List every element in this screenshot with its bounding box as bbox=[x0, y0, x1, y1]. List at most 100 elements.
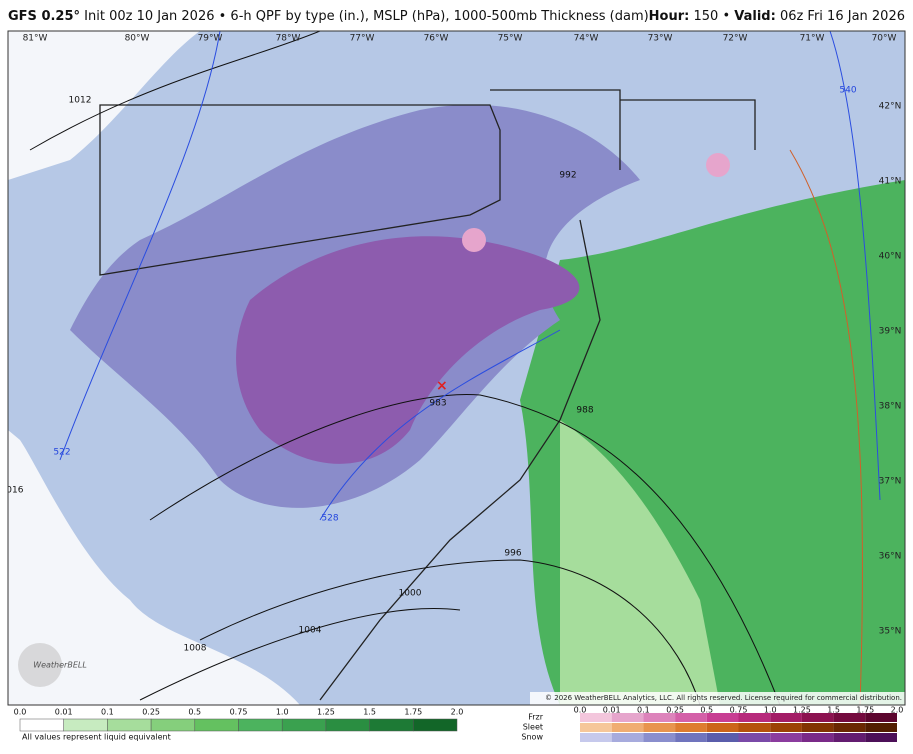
rain-swatch bbox=[238, 718, 283, 732]
ptype-swatch bbox=[801, 723, 834, 732]
ptype-swatch bbox=[833, 733, 866, 742]
model: GFS 0.25° bbox=[8, 9, 80, 24]
valid-label: Valid: bbox=[734, 9, 776, 24]
rain-swatch bbox=[63, 718, 108, 732]
ptype-swatch bbox=[643, 733, 676, 742]
rain-scale-label: 0.25 bbox=[142, 708, 160, 717]
longitude-label: 77°W bbox=[350, 34, 375, 44]
ptype-swatch bbox=[643, 723, 676, 732]
rain-scale-label: 1.5 bbox=[363, 708, 376, 717]
hour: 150 bbox=[693, 9, 718, 24]
rain-swatch bbox=[150, 718, 196, 732]
ptype-swatch bbox=[580, 733, 612, 742]
longitude-label: 71°W bbox=[800, 34, 825, 44]
isobar-label: 1008 bbox=[184, 644, 207, 654]
latitude-label: 41°N bbox=[879, 177, 902, 187]
ptype-scale-label: 1.0 bbox=[764, 706, 777, 715]
rain-swatch bbox=[281, 718, 327, 732]
ptype-swatch bbox=[706, 713, 739, 722]
valid: 06z Fri 16 Jan 2026 bbox=[780, 9, 905, 24]
ptype-swatch bbox=[611, 713, 644, 722]
subtitle: Init 00z 10 Jan 2026 • 6-h QPF by type (… bbox=[84, 9, 649, 24]
mixed-precip bbox=[706, 153, 730, 177]
ptype-swatch bbox=[675, 723, 707, 732]
header-title: GFS 0.25° Init 00z 10 Jan 2026 • 6-h QPF… bbox=[8, 9, 649, 24]
ptype-swatch bbox=[675, 713, 707, 722]
isobar-label: 1004 bbox=[299, 626, 322, 636]
rain-scale-label: 0.5 bbox=[188, 708, 201, 717]
ptype-label: Snow bbox=[521, 733, 543, 742]
rain-scale-label: 1.0 bbox=[276, 708, 289, 717]
ptype-swatch bbox=[833, 713, 866, 722]
rain-swatch bbox=[369, 718, 414, 732]
snow-heavy bbox=[236, 236, 580, 464]
hour-label: Hour: bbox=[649, 9, 690, 24]
ptype-swatch bbox=[770, 723, 802, 732]
ptype-scale-label: 1.25 bbox=[793, 706, 811, 715]
ptype-swatch bbox=[706, 733, 739, 742]
ptype-scale-label: 0.25 bbox=[666, 706, 684, 715]
copyright: © 2026 WeatherBELL Analytics, LLC. All r… bbox=[545, 694, 902, 702]
ptype-label: Frzr bbox=[528, 713, 544, 722]
map-layers: × 81°W 80°W 79°W 78°W 77°W 76°W 75°W 74°W 73°W 72… bbox=[1, 31, 905, 705]
isobar-label: 1000 bbox=[399, 589, 422, 599]
isobar-label: 996 bbox=[504, 549, 521, 559]
rain-scale-label: 1.75 bbox=[404, 708, 422, 717]
logo: WeatherBELL bbox=[33, 661, 87, 670]
longitude-label: 80°W bbox=[125, 34, 150, 44]
ptype-scale-label: 0.5 bbox=[700, 706, 713, 715]
latitude-label: 37°N bbox=[879, 477, 902, 487]
rain-scale-label: 1.25 bbox=[317, 708, 335, 717]
latitude-label: 42°N bbox=[879, 102, 902, 112]
rain-swatch bbox=[194, 718, 239, 732]
valid-time: Hour: 150 • Valid: 06z Fri 16 Jan 2026 bbox=[649, 9, 905, 24]
ptype-swatch bbox=[611, 723, 644, 732]
longitude-label: 73°W bbox=[648, 34, 673, 44]
rain-scale-label: 0.75 bbox=[230, 708, 248, 717]
latitude-label: 38°N bbox=[879, 402, 902, 412]
isobar bbox=[29, 31, 781, 705]
logo-badge bbox=[18, 643, 62, 687]
rain-scale-label: 2.0 bbox=[451, 708, 464, 717]
map: × 81°W 80°W 79°W 78°W 77°W 76°W 75°W 74°W 73°W 72… bbox=[1, 30, 906, 706]
legend-note: All values represent liquid equivalent bbox=[22, 733, 171, 742]
rain-scale-label: 0.0 bbox=[14, 708, 27, 717]
ptype-swatch bbox=[801, 713, 834, 722]
ptype-swatch bbox=[865, 723, 897, 732]
map-labels: 81°W 80°W 79°W 78°W 77°W 76°W 75°W 74°W 73°W 72°W… bbox=[1, 34, 902, 654]
ptype-swatch bbox=[706, 723, 739, 732]
isobar-label: 1016 bbox=[1, 486, 24, 496]
latitude-label: 36°N bbox=[879, 552, 902, 562]
thickness-line bbox=[59, 31, 881, 521]
ptype-swatch bbox=[675, 733, 707, 742]
longitude-label: 70°W bbox=[872, 34, 897, 44]
rain-swatch bbox=[19, 718, 64, 732]
thickness-label: 522 bbox=[53, 448, 70, 458]
thickness-line-warm bbox=[789, 149, 863, 705]
ptype-swatch bbox=[738, 713, 771, 722]
map-frame bbox=[7, 30, 906, 706]
rain-swatch bbox=[107, 718, 152, 732]
ptype-swatch bbox=[770, 713, 802, 722]
longitude-label: 75°W bbox=[498, 34, 523, 44]
ptype-scale-label: 1.75 bbox=[856, 706, 874, 715]
ptype-label: Sleet bbox=[523, 723, 543, 732]
ptype-swatch bbox=[643, 713, 676, 722]
ptype-swatch bbox=[865, 733, 897, 742]
rain-scale-label: 0.1 bbox=[101, 708, 114, 717]
ptype-swatch bbox=[865, 713, 897, 722]
ptype-swatch bbox=[611, 733, 644, 742]
state-border bbox=[99, 104, 501, 276]
ptype-scale-label: 0.0 bbox=[574, 706, 587, 715]
longitude-label: 76°W bbox=[424, 34, 449, 44]
low-marker: × bbox=[436, 378, 448, 394]
longitude-label: 72°W bbox=[723, 34, 748, 44]
rain-swatch bbox=[413, 718, 458, 732]
isobar-label: 992 bbox=[559, 171, 576, 181]
ptype-scale-label: 1.5 bbox=[827, 706, 840, 715]
rain-swatch bbox=[325, 718, 370, 732]
ptype-swatch bbox=[770, 733, 802, 742]
legend: All values represent liquid equivalent 0… bbox=[14, 706, 904, 742]
mixed-precip bbox=[462, 228, 486, 252]
ptype-scale-label: 2.0 bbox=[891, 706, 904, 715]
